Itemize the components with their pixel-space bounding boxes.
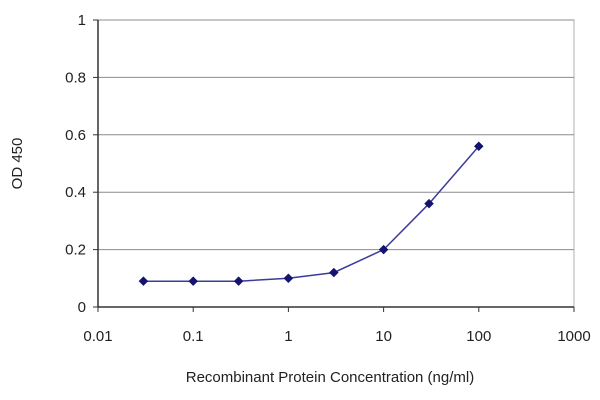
y-tick-label: 0.4 (65, 184, 86, 201)
y-tick-label: 0.2 (65, 242, 86, 259)
x-tick-label: 10 (375, 328, 392, 345)
axes (97, 20, 574, 308)
y-tick-label: 0.8 (65, 69, 86, 86)
grid-lines (98, 19, 574, 251)
data-point-marker (138, 276, 149, 287)
series-line (143, 145, 480, 282)
y-tick-label: 0 (78, 299, 86, 316)
data-point-marker (283, 273, 294, 284)
plot-area (97, 19, 575, 308)
x-tick-label: 0.01 (83, 328, 112, 345)
x-tick-label: 1000 (557, 328, 590, 345)
series (138, 141, 484, 287)
y-axis-title: OD 450 (9, 138, 26, 190)
data-point-marker (188, 276, 199, 287)
x-tick-label: 1 (284, 328, 292, 345)
data-point-marker (378, 244, 389, 255)
y-tick-label: 1 (78, 12, 86, 29)
x-tick-label: 0.1 (183, 328, 204, 345)
data-point-marker (473, 141, 484, 152)
ticks: 0 0.2 0.4 0.6 0.8 1 0.01 0.1 1 10 100 1000 (65, 12, 591, 345)
data-point-marker (424, 198, 434, 209)
x-tick-label: 100 (466, 328, 491, 345)
data-point-marker (328, 267, 339, 278)
y-tick-label: 0.6 (65, 127, 86, 144)
data-point-marker (233, 276, 244, 287)
x-axis-title: Recombinant Protein Concentration (ng/ml… (186, 369, 474, 386)
